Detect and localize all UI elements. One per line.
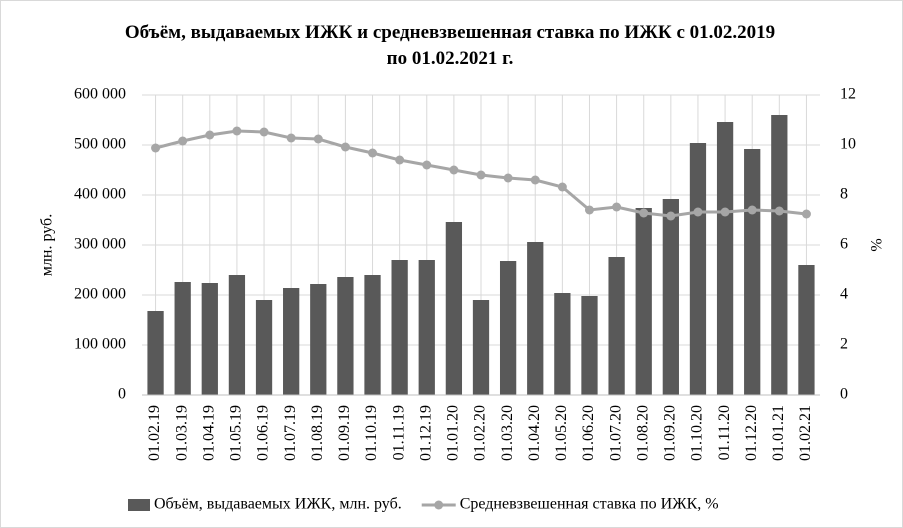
x-tick-label: 01.06.19 <box>255 405 272 461</box>
line-point <box>503 173 513 183</box>
x-tick-label: 01.11.19 <box>390 405 407 460</box>
y2-tick-label: 12 <box>840 86 856 103</box>
y2-tick-label: 6 <box>840 236 848 253</box>
y-tick-label: 200 000 <box>74 286 126 303</box>
line-point <box>449 165 459 175</box>
bar <box>174 282 191 395</box>
y-tick-label: 500 000 <box>74 136 126 153</box>
bar <box>201 283 218 395</box>
y2-tick-label: 2 <box>840 336 848 353</box>
bar <box>744 149 761 395</box>
y-tick-label: 600 000 <box>74 86 126 103</box>
bar <box>798 265 815 395</box>
y2-tick-label: 10 <box>840 136 856 153</box>
line-point <box>666 211 676 221</box>
line-point <box>151 143 161 153</box>
x-tick-label: 01.02.21 <box>797 405 814 461</box>
x-tick-label: 01.10.19 <box>363 405 380 461</box>
x-tick-label: 01.01.20 <box>445 405 462 461</box>
line-point <box>178 136 188 146</box>
chart-title: Объём, выдаваемых ИЖК и средневзвешенная… <box>124 22 776 69</box>
bar <box>716 122 734 395</box>
line-point <box>530 175 540 185</box>
x-tick-label: 01.07.20 <box>607 405 624 461</box>
bar <box>283 288 300 395</box>
x-tick-label: 01.03.19 <box>173 405 190 461</box>
bar <box>391 260 408 395</box>
x-tick-label: 01.08.20 <box>634 405 651 461</box>
x-tick-label: 01.12.19 <box>417 405 434 461</box>
bar <box>499 261 517 395</box>
line-point <box>557 182 567 192</box>
y2-axis-title: % <box>869 238 886 251</box>
line-point <box>232 126 242 136</box>
line-point <box>476 170 486 180</box>
line-point <box>422 160 432 170</box>
x-tick-label: 01.02.19 <box>146 405 163 461</box>
x-tick-label: 01.07.19 <box>282 405 299 461</box>
line-point <box>747 205 757 215</box>
line-point <box>340 142 350 152</box>
line-point <box>395 155 405 165</box>
line-point <box>693 207 703 217</box>
bar <box>635 208 652 395</box>
legend-label: Средневзвешенная ставка по ИЖК, % <box>460 496 719 513</box>
y-tick-label: 0 <box>118 386 126 403</box>
line-point <box>313 134 323 144</box>
bar <box>689 143 707 395</box>
bar <box>771 115 788 395</box>
x-tick-label: 01.05.20 <box>553 405 570 461</box>
y-tick-label: 100 000 <box>74 336 126 353</box>
bar <box>662 199 679 395</box>
bar <box>608 257 625 395</box>
x-tick-label: 01.04.20 <box>526 405 543 461</box>
bar <box>337 277 354 395</box>
line-point <box>205 130 215 140</box>
line-point <box>259 127 269 137</box>
x-tick-label: 01.05.19 <box>228 405 245 461</box>
x-tick-label: 01.02.20 <box>472 405 489 461</box>
x-tick-label: 01.08.19 <box>309 405 326 461</box>
bar <box>445 222 463 395</box>
y2-tick-label: 0 <box>840 386 848 403</box>
bar <box>527 242 544 395</box>
line-point <box>774 206 784 216</box>
bar <box>472 300 490 395</box>
x-tick-label: 01.10.20 <box>689 405 706 461</box>
bar <box>581 296 598 395</box>
bar <box>418 260 435 395</box>
legend-swatch-marker <box>434 500 444 510</box>
bar <box>364 275 381 395</box>
y-tick-label: 300 000 <box>74 236 126 253</box>
x-tick-label: 01.09.20 <box>662 405 679 461</box>
line-point <box>801 209 811 219</box>
line-point <box>720 207 730 217</box>
legend-swatch <box>128 499 150 511</box>
line-point <box>612 202 622 212</box>
line-point <box>368 148 378 158</box>
y2-tick-label: 4 <box>840 286 848 303</box>
x-tick-label: 01.03.20 <box>499 405 516 461</box>
x-tick-label: 01.04.19 <box>200 405 217 461</box>
x-tick-label: 01.12.20 <box>743 405 760 461</box>
x-tick-label: 01.06.20 <box>580 405 597 461</box>
x-tick-label: 01.01.21 <box>770 405 787 461</box>
bar <box>554 293 571 395</box>
bar <box>228 275 246 395</box>
line-point <box>286 133 296 143</box>
y2-tick-label: 8 <box>840 186 848 203</box>
line-point <box>639 208 649 218</box>
x-tick-label: 01.11.20 <box>716 405 733 460</box>
x-tick-label: 01.09.19 <box>336 405 353 461</box>
line-point <box>584 205 594 215</box>
legend-label: Объём, выдаваемых ИЖК, млн. руб. <box>154 496 402 513</box>
bar <box>147 311 164 395</box>
bar <box>255 300 273 395</box>
bar <box>310 284 327 395</box>
y-tick-label: 400 000 <box>74 186 126 203</box>
y-axis-title: млн. руб. <box>39 214 56 276</box>
